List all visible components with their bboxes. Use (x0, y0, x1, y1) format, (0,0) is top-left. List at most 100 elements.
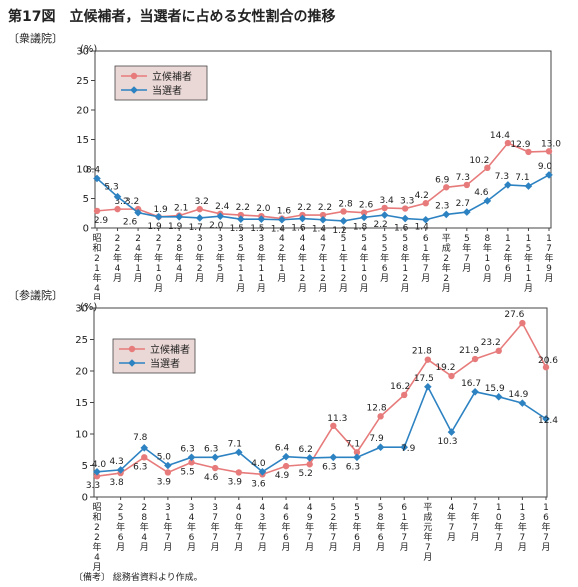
data-label: 3.2 (195, 197, 209, 207)
data-label: 12.4 (538, 416, 558, 426)
figure-title: 第17図 立候補者，当選者に占める女性割合の推移 (8, 9, 336, 25)
data-label: 4.0 (251, 459, 266, 469)
data-label: 4.9 (275, 471, 290, 481)
source-note: 〔備考〕 総務省資料より作成。 (74, 573, 203, 583)
data-label: 15.9 (485, 384, 505, 394)
data-label: 1.6 (394, 224, 409, 234)
data-label: 3.2 (114, 197, 128, 207)
data-label: 6.9 (435, 175, 450, 185)
candidates-point (504, 139, 512, 147)
data-label: 12.8 (367, 403, 387, 413)
y-tick-label: 15 (76, 135, 89, 146)
data-label: 16.2 (390, 382, 410, 392)
data-label: 14.4 (490, 131, 510, 141)
candidates-point (542, 364, 550, 371)
elected-point (447, 428, 456, 436)
candidates-point (525, 148, 532, 156)
elected-point (442, 210, 451, 219)
legend-marker-elected (128, 359, 136, 367)
data-label: 23.2 (481, 338, 501, 348)
data-label: 1.4 (312, 225, 327, 235)
data-label: 1.4 (271, 225, 286, 235)
elected-point (524, 182, 533, 190)
data-label: 21.9 (459, 346, 479, 356)
legend-marker-elected (130, 86, 138, 94)
data-label: 6.3 (346, 462, 360, 472)
y-tick-label: 25 (75, 335, 88, 346)
data-label: 4.6 (204, 473, 219, 483)
candidates-point (448, 372, 455, 380)
legend-label-elected: 当選者 (152, 84, 182, 97)
candidates-point (424, 356, 432, 363)
elected-point (93, 174, 101, 183)
data-label: 1.4 (415, 223, 430, 233)
elected-point (353, 453, 361, 462)
data-label: 7.1 (228, 439, 242, 449)
data-label: 27.6 (504, 310, 524, 320)
elected-point (401, 214, 409, 223)
data-label: 2.4 (215, 202, 230, 212)
elected-point (282, 452, 290, 461)
candidates-point (330, 422, 337, 430)
data-label: 3.2 (125, 197, 139, 207)
data-label: 3.6 (251, 479, 266, 489)
y-tick-label: 25 (76, 76, 89, 87)
candidates-point (93, 473, 101, 480)
data-label: 1.2 (332, 226, 346, 236)
elected-point (116, 466, 125, 474)
data-label: 14.9 (508, 390, 528, 400)
elected-point (187, 453, 196, 462)
y-tick-label: 20 (75, 367, 88, 378)
candidates-point (188, 459, 195, 466)
data-label: 7.3 (495, 172, 509, 182)
x-tick-label: 昭和 2 1 年 4 月 (92, 233, 101, 300)
data-label: 7.9 (369, 434, 384, 444)
data-label: 2.6 (123, 218, 138, 228)
panel-label-house-of-representatives: 〔衆議院〕 (8, 32, 63, 45)
data-label: 3.9 (157, 477, 172, 487)
y-tick-label: 0 (82, 493, 88, 504)
data-label: 7.3 (456, 173, 470, 183)
data-label: 3.3 (400, 197, 414, 207)
elected-point (542, 415, 550, 423)
candidates-point (401, 391, 408, 399)
y-tick-label: 15 (75, 398, 88, 409)
elected-point (278, 215, 286, 224)
data-label: 4.2 (415, 191, 429, 201)
data-label: 3.8 (109, 478, 124, 488)
candidates-point (443, 184, 450, 191)
candidates-point (282, 462, 290, 470)
data-label: 8.4 (86, 165, 101, 175)
y-tick-label: 0 (83, 224, 89, 235)
data-label: 1.9 (147, 222, 162, 232)
data-label: 4.6 (474, 188, 489, 198)
data-label: 5.0 (157, 453, 172, 463)
data-label: 2.9 (94, 216, 109, 226)
data-label: 10.3 (437, 437, 457, 447)
elected-point (319, 215, 327, 224)
elected-point (113, 192, 122, 201)
y-tick-label: 5 (82, 461, 88, 472)
elected-point (298, 214, 307, 223)
elected-point (154, 212, 163, 221)
elected-point (258, 468, 267, 476)
elected-point (237, 215, 245, 223)
